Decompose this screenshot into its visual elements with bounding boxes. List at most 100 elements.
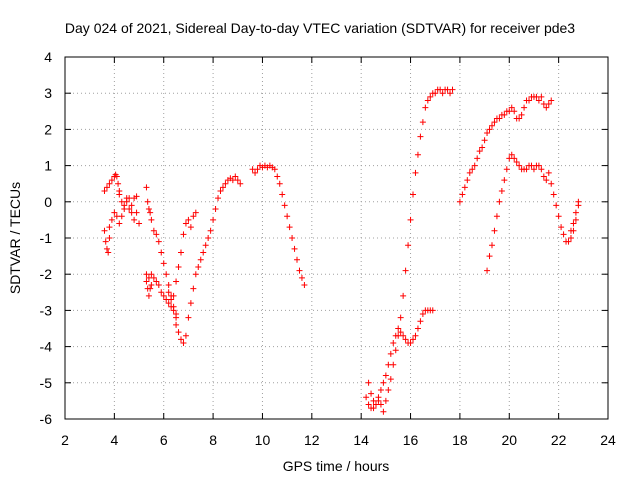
data-point: [187, 300, 194, 307]
data-point: [513, 158, 520, 165]
data-point: [217, 187, 224, 194]
data-point: [459, 191, 466, 198]
series-arc-1: [101, 227, 113, 256]
data-point: [486, 253, 493, 260]
data-point: [550, 191, 557, 198]
data-point: [170, 292, 177, 299]
y-tick-label: -4: [40, 339, 53, 355]
data-point: [511, 155, 518, 162]
data-point: [496, 198, 503, 205]
axis-ticks: [64, 56, 609, 420]
data-point: [410, 336, 417, 343]
x-tick-label: 20: [501, 432, 517, 448]
data-point: [400, 332, 407, 339]
data-point: [185, 314, 192, 321]
data-point: [150, 274, 157, 281]
data-point: [469, 166, 476, 173]
data-point: [296, 267, 303, 274]
data-point: [158, 289, 165, 296]
data-point: [187, 224, 194, 231]
x-tick-label: 24: [600, 432, 616, 448]
data-point: [144, 198, 151, 205]
data-point: [392, 332, 399, 339]
data-point: [173, 278, 180, 285]
data-point: [380, 408, 387, 415]
x-tick-label: 8: [209, 432, 217, 448]
data-point: [508, 104, 515, 111]
data-point: [400, 292, 407, 299]
grid: [65, 57, 608, 419]
data-point: [540, 173, 547, 180]
data-point: [147, 285, 154, 292]
data-point: [570, 220, 577, 227]
data-point: [168, 303, 175, 310]
data-point: [414, 151, 421, 158]
data-point: [548, 180, 555, 187]
data-point: [222, 180, 229, 187]
data-point: [153, 278, 160, 285]
data-points: [101, 86, 582, 415]
data-point: [372, 401, 379, 408]
data-point: [148, 216, 155, 223]
data-point: [518, 111, 525, 118]
y-tick-labels: 4 3 2 1 0 -1 -2 -3 -4 -5 -6: [40, 49, 53, 427]
data-point: [535, 162, 542, 169]
data-point: [190, 285, 197, 292]
x-tick-label: 4: [110, 432, 118, 448]
data-point: [424, 97, 431, 104]
data-point: [106, 180, 113, 187]
data-point: [254, 166, 261, 173]
data-point: [301, 282, 308, 289]
data-point: [516, 115, 523, 122]
data-point: [363, 394, 370, 401]
data-point: [175, 263, 182, 270]
data-point: [538, 166, 545, 173]
data-point: [501, 111, 508, 118]
data-point: [160, 292, 167, 299]
data-point: [106, 235, 113, 241]
y-tick-label: 3: [44, 85, 52, 101]
data-point: [526, 97, 533, 104]
x-axis-label: GPS time / hours: [283, 458, 390, 474]
data-point: [575, 198, 582, 205]
data-point: [147, 209, 154, 216]
data-point: [108, 216, 115, 223]
data-point: [200, 249, 207, 256]
data-point: [491, 227, 498, 234]
data-point: [464, 177, 471, 184]
data-point: [417, 318, 424, 325]
data-point: [155, 282, 162, 289]
data-point: [103, 184, 110, 191]
y-axis-label: SDTVAR / TECUs: [7, 182, 23, 294]
data-point: [419, 119, 426, 126]
data-point: [498, 187, 505, 194]
y-tick-label: -5: [40, 375, 53, 391]
chart-title: Day 024 of 2021, Sidereal Day-to-day VTE…: [65, 20, 575, 36]
series-arc-16: [567, 198, 582, 234]
data-point: [173, 314, 180, 321]
data-point: [491, 119, 498, 126]
data-point: [501, 177, 508, 184]
data-point: [234, 177, 241, 184]
data-point: [237, 180, 244, 187]
data-point: [101, 187, 108, 194]
data-point: [516, 162, 523, 169]
data-point: [481, 137, 488, 144]
data-point: [397, 314, 404, 321]
data-point: [375, 394, 382, 401]
data-point: [370, 405, 377, 412]
data-point: [185, 216, 192, 223]
data-point: [422, 104, 429, 111]
x-tick-label: 14: [353, 432, 369, 448]
data-point: [387, 376, 394, 383]
data-point: [449, 86, 456, 93]
data-point: [207, 227, 214, 234]
data-point: [101, 227, 108, 234]
data-point: [572, 216, 579, 223]
data-point: [479, 144, 486, 151]
data-point: [387, 350, 394, 357]
y-tick-label: 2: [44, 121, 52, 137]
data-point: [212, 206, 219, 213]
data-point: [294, 256, 301, 263]
data-point: [108, 177, 115, 184]
